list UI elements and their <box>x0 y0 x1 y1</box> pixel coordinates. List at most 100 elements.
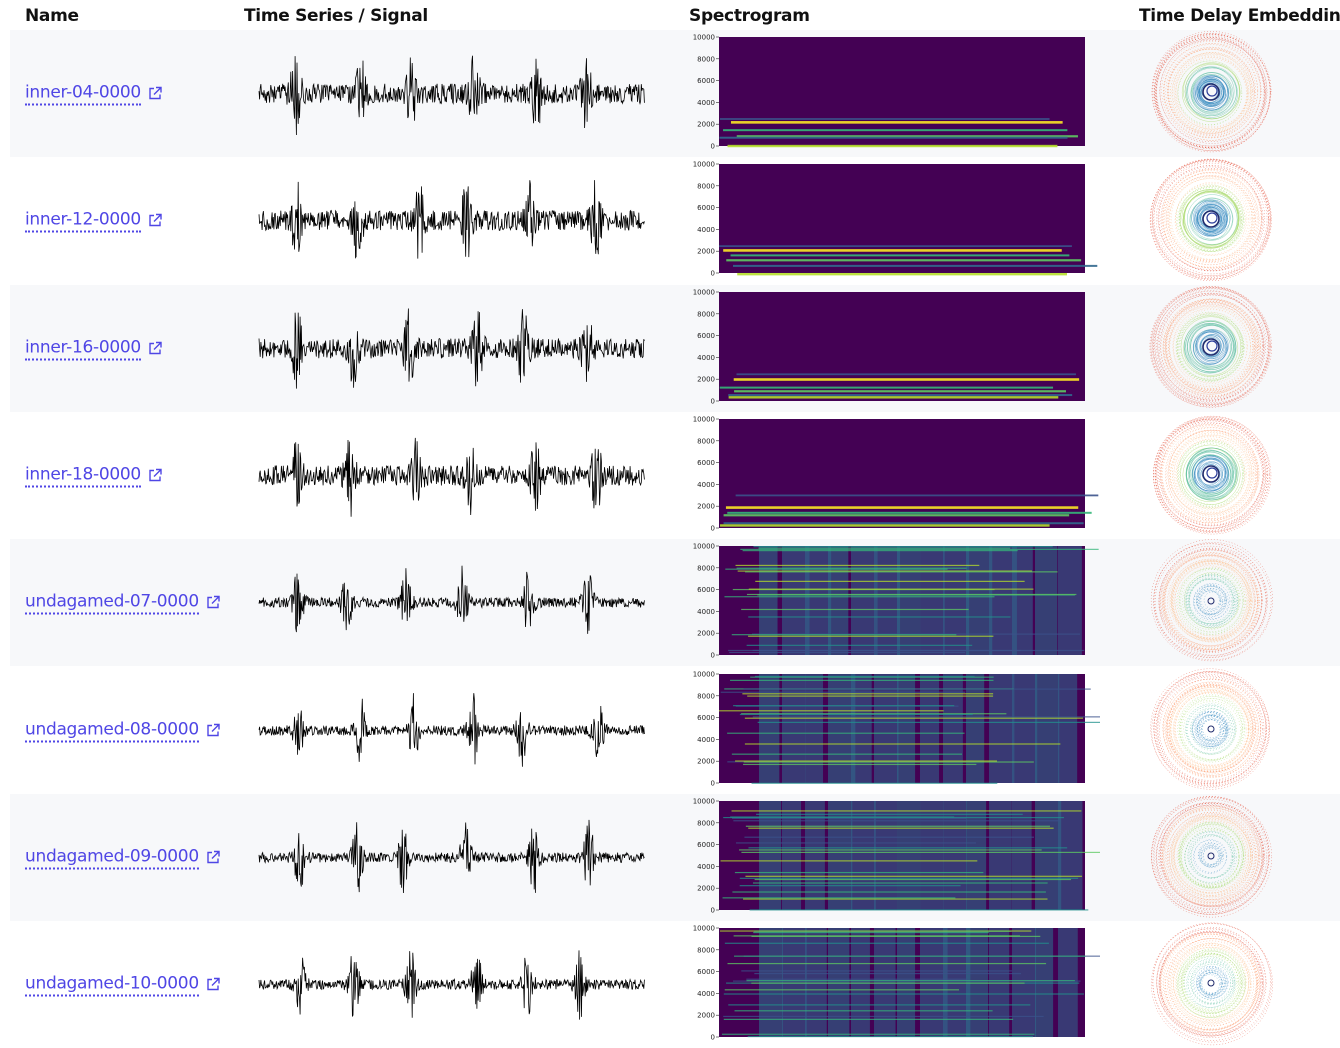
dataset-link-label: undagamed-08-0000 <box>25 719 199 742</box>
table-row: inner-04-0000 10000 8000 6000 4000 2000 0 <box>10 30 1340 157</box>
dataset-link-label: inner-16-0000 <box>25 337 141 360</box>
dataset-link[interactable]: undagamed-08-0000 <box>25 719 221 742</box>
spectrogram-ytick: 6000 <box>697 459 715 467</box>
spectrogram-ytick: 0 <box>711 652 715 660</box>
spectrogram-ytick: 2000 <box>697 503 715 511</box>
spectrogram-ytick: 8000 <box>697 55 715 63</box>
signal-plot <box>258 437 645 517</box>
spectrogram-ytick: 4000 <box>697 990 715 998</box>
dataset-link[interactable]: undagamed-09-0000 <box>25 846 221 869</box>
column-header-embedding: Time Delay Embedding <box>1139 6 1340 26</box>
signal-plot <box>258 693 645 767</box>
spectrogram-ytick: 2000 <box>697 121 715 129</box>
signal-plot <box>258 308 645 389</box>
table-row: undagamed-08-0000 10000 8000 6000 4000 2000 0 <box>10 667 1340 794</box>
signal-plot <box>258 950 645 1020</box>
spectrogram-ytick: 0 <box>711 270 715 278</box>
table-header: Name Time Series / Signal Spectrogram Ti… <box>0 0 1340 30</box>
spectrogram-ytick: 10000 <box>693 543 715 551</box>
spectrogram-ytick: 6000 <box>697 332 715 340</box>
spectrogram-ytick: 6000 <box>697 968 715 976</box>
table-row: undagamed-09-0000 10000 8000 6000 4000 2000 0 <box>10 794 1340 921</box>
spectrogram-ytick: 4000 <box>697 99 715 107</box>
external-link-icon <box>149 341 162 355</box>
spectrogram-plot: 10000 8000 6000 4000 2000 0 <box>693 34 1085 151</box>
external-link-icon <box>149 86 162 100</box>
spectrogram-ytick: 6000 <box>697 586 715 594</box>
external-link-icon <box>207 977 220 991</box>
spectrogram-plot: 10000 8000 6000 4000 2000 0 <box>693 925 1100 1042</box>
external-link-icon <box>207 850 220 864</box>
spectrogram-ytick: 6000 <box>697 77 715 85</box>
spectrogram-ytick: 4000 <box>697 481 715 489</box>
dataset-link-label: undagamed-09-0000 <box>25 846 199 869</box>
table-row: undagamed-07-0000 10000 8000 6000 4000 2000 0 <box>10 539 1340 666</box>
dataset-link-label: inner-18-0000 <box>25 464 141 487</box>
spectrogram-ytick: 0 <box>711 1034 715 1042</box>
spectrogram-ytick: 8000 <box>697 310 715 318</box>
spectrogram-plot: 10000 8000 6000 4000 2000 0 <box>693 543 1099 660</box>
table-row: inner-18-0000 10000 8000 6000 4000 2000 0 <box>10 412 1340 539</box>
spectrogram-ytick: 4000 <box>697 736 715 744</box>
signal-plot <box>258 180 645 259</box>
spectrogram-ytick: 0 <box>711 143 715 151</box>
table-row: undagamed-10-0000 10000 8000 6000 4000 2000 0 <box>10 921 1340 1048</box>
spectrogram-ytick: 2000 <box>697 376 715 384</box>
spectrogram-ytick: 4000 <box>697 354 715 362</box>
dataset-link-label: inner-12-0000 <box>25 209 141 232</box>
spectrogram-ytick: 0 <box>711 780 715 788</box>
dataset-link[interactable]: inner-16-0000 <box>25 337 163 360</box>
signal-plot <box>258 55 645 136</box>
external-link-icon <box>207 723 220 737</box>
spectrogram-ytick: 6000 <box>697 204 715 212</box>
embedding-plot <box>1153 415 1272 535</box>
spectrogram-ytick: 10000 <box>693 798 715 806</box>
spectrogram-plot: 10000 8000 6000 4000 2000 0 <box>693 289 1085 406</box>
spectrogram-ytick: 0 <box>711 907 715 915</box>
spectrogram-ytick: 10000 <box>693 34 715 42</box>
column-header-signal: Time Series / Signal <box>244 6 428 26</box>
spectrogram-ytick: 2000 <box>697 758 715 766</box>
embedding-plot <box>1149 286 1272 408</box>
spectrogram-ytick: 8000 <box>697 564 715 572</box>
spectrogram-plot: 10000 8000 6000 4000 2000 0 <box>693 798 1100 915</box>
signal-plot <box>258 819 645 894</box>
dataset-link[interactable]: inner-12-0000 <box>25 209 163 232</box>
embedding-plot <box>1151 31 1272 153</box>
spectrogram-plot: 10000 8000 6000 4000 2000 0 <box>693 416 1099 533</box>
spectrogram-ytick: 8000 <box>697 692 715 700</box>
dataset-link[interactable]: undagamed-07-0000 <box>25 591 221 614</box>
spectrogram-ytick: 8000 <box>697 819 715 827</box>
column-header-name: Name <box>25 6 79 26</box>
spectrogram-ytick: 4000 <box>697 226 715 234</box>
dataset-link[interactable]: inner-04-0000 <box>25 82 163 105</box>
dataset-link[interactable]: undagamed-10-0000 <box>25 973 221 996</box>
column-header-spectrogram: Spectrogram <box>689 6 810 26</box>
spectrogram-ytick: 4000 <box>697 863 715 871</box>
spectrogram-ytick: 0 <box>711 525 715 533</box>
spectrogram-ytick: 2000 <box>697 1012 715 1020</box>
external-link-icon <box>149 468 162 482</box>
spectrogram-ytick: 10000 <box>693 289 715 297</box>
spectrogram-ytick: 8000 <box>697 946 715 954</box>
table-row: inner-12-0000 10000 8000 6000 4000 2000 0 <box>10 157 1340 284</box>
dataset-link-label: inner-04-0000 <box>25 82 141 105</box>
external-link-icon <box>207 595 220 609</box>
spectrogram-ytick: 4000 <box>697 608 715 616</box>
spectrogram-ytick: 2000 <box>697 885 715 893</box>
embedding-plot <box>1151 922 1273 1046</box>
embedding-plot <box>1150 668 1270 790</box>
embedding-plot <box>1150 539 1273 662</box>
dataset-link[interactable]: inner-18-0000 <box>25 464 163 487</box>
table-row: inner-16-0000 10000 8000 6000 4000 2000 0 <box>10 285 1340 412</box>
spectrogram-plot: 10000 8000 6000 4000 2000 0 <box>693 671 1100 788</box>
spectrogram-ytick: 6000 <box>697 714 715 722</box>
spectrogram-ytick: 8000 <box>697 182 715 190</box>
embedding-plot <box>1151 796 1273 918</box>
spectrogram-ytick: 2000 <box>697 630 715 638</box>
dataset-link-label: undagamed-07-0000 <box>25 591 199 614</box>
spectrogram-ytick: 10000 <box>693 161 715 169</box>
spectrogram-ytick: 10000 <box>693 925 715 933</box>
spectrogram-ytick: 8000 <box>697 437 715 445</box>
spectrogram-ytick: 0 <box>711 398 715 406</box>
